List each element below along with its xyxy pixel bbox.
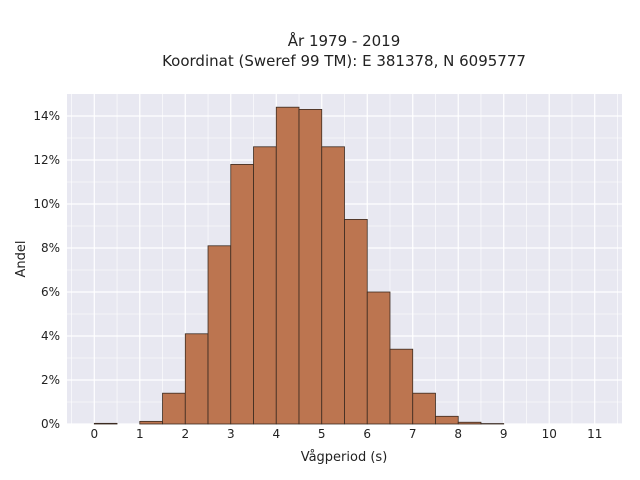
x-tick-label: 5 bbox=[318, 427, 326, 441]
x-tick-label: 10 bbox=[542, 427, 557, 441]
x-tick-label: 9 bbox=[500, 427, 508, 441]
x-tick-label: 1 bbox=[136, 427, 144, 441]
x-tick-label: 8 bbox=[454, 427, 462, 441]
histogram-bar bbox=[230, 163, 254, 425]
x-tick-label: 0 bbox=[90, 427, 98, 441]
histogram-bar bbox=[275, 106, 300, 425]
histogram-bar bbox=[184, 333, 209, 425]
histogram-bar bbox=[298, 109, 323, 425]
x-tick-label: 3 bbox=[227, 427, 235, 441]
histogram-bar bbox=[93, 422, 118, 425]
y-tick-label: 14% bbox=[33, 109, 60, 123]
bars bbox=[93, 106, 505, 425]
histogram-bar bbox=[435, 415, 459, 425]
y-tick-label: 10% bbox=[33, 197, 60, 211]
histogram-bar bbox=[253, 146, 277, 425]
chart-title-line-1: År 1979 - 2019 bbox=[288, 31, 401, 50]
grid bbox=[67, 94, 622, 425]
histogram-bar bbox=[321, 146, 345, 425]
y-axis-label: Andel bbox=[14, 241, 29, 278]
histogram-bar bbox=[389, 348, 414, 425]
y-tick-label: 2% bbox=[41, 373, 60, 387]
histogram-bar bbox=[207, 245, 232, 425]
x-tick-label: 4 bbox=[272, 427, 280, 441]
x-tick-label: 11 bbox=[587, 427, 602, 441]
y-axis-ticks: 0% 2% 4% 6% 8% 10% 12% 14% bbox=[33, 109, 60, 431]
histogram-bar bbox=[366, 291, 391, 425]
histogram-bar bbox=[344, 218, 368, 425]
x-axis-label: Vågperiod (s) bbox=[301, 450, 388, 465]
histogram-bar bbox=[457, 421, 482, 425]
x-tick-label: 6 bbox=[363, 427, 371, 441]
y-tick-label: 6% bbox=[41, 285, 60, 299]
x-tick-label: 2 bbox=[181, 427, 189, 441]
y-tick-label: 4% bbox=[41, 329, 60, 343]
histogram-bar bbox=[162, 392, 186, 425]
histogram-bar bbox=[412, 392, 436, 425]
y-tick-label: 8% bbox=[41, 241, 60, 255]
chart-title-line-2: Koordinat (Sweref 99 TM): E 381378, N 60… bbox=[162, 52, 526, 70]
x-tick-label: 7 bbox=[409, 427, 417, 441]
y-tick-label: 0% bbox=[41, 417, 60, 431]
x-axis-ticks: 0 1 2 3 4 5 6 7 8 9 10 11 bbox=[90, 427, 602, 441]
histogram-bar bbox=[139, 420, 163, 425]
y-tick-label: 12% bbox=[33, 153, 60, 167]
